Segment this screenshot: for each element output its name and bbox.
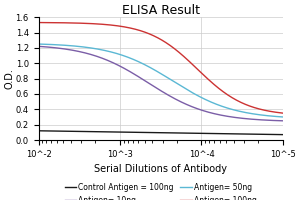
Line: Antigen= 100ng: Antigen= 100ng <box>38 23 283 113</box>
Antigen= 100ng <box>37 21 40 24</box>
Control Antigen = 100ng <box>153 131 156 134</box>
Line: Antigen= 50ng: Antigen= 50ng <box>38 44 283 117</box>
Title: ELISA Result: ELISA Result <box>122 4 200 17</box>
Antigen= 10ng <box>153 86 156 88</box>
Antigen= 100ng <box>275 111 279 114</box>
Antigen= 50ng <box>237 110 241 112</box>
Control Antigen = 100ng <box>37 130 40 132</box>
Antigen= 50ng <box>281 116 285 118</box>
Antigen= 100ng <box>237 100 241 103</box>
Antigen= 10ng <box>237 117 241 119</box>
Antigen= 50ng <box>37 43 40 45</box>
Legend: Control Antigen = 100ng, Antigen= 10ng, Antigen= 50ng, Antigen= 100ng: Control Antigen = 100ng, Antigen= 10ng, … <box>65 183 257 200</box>
X-axis label: Serial Dilutions of Antibody: Serial Dilutions of Antibody <box>94 164 227 174</box>
Antigen= 50ng <box>169 78 172 81</box>
Antigen= 100ng <box>153 35 156 37</box>
Control Antigen = 100ng <box>237 133 241 135</box>
Antigen= 10ng <box>182 102 186 104</box>
Antigen= 50ng <box>154 70 158 72</box>
Antigen= 10ng <box>169 95 172 98</box>
Antigen= 50ng <box>182 87 186 89</box>
Control Antigen = 100ng <box>182 132 186 134</box>
Control Antigen = 100ng <box>281 133 285 136</box>
Control Antigen = 100ng <box>169 132 172 134</box>
Antigen= 10ng <box>37 45 40 48</box>
Antigen= 10ng <box>154 87 158 89</box>
Control Antigen = 100ng <box>275 133 279 136</box>
Antigen= 100ng <box>154 36 158 38</box>
Antigen= 50ng <box>153 69 156 71</box>
Control Antigen = 100ng <box>154 131 158 134</box>
Antigen= 100ng <box>182 55 186 58</box>
Antigen= 10ng <box>281 120 285 122</box>
Line: Control Antigen = 100ng: Control Antigen = 100ng <box>38 131 283 135</box>
Antigen= 100ng <box>169 45 172 47</box>
Antigen= 100ng <box>281 112 285 114</box>
Line: Antigen= 10ng: Antigen= 10ng <box>38 46 283 121</box>
Antigen= 10ng <box>275 119 279 122</box>
Antigen= 50ng <box>275 115 279 118</box>
Y-axis label: O.D.: O.D. <box>4 68 14 89</box>
